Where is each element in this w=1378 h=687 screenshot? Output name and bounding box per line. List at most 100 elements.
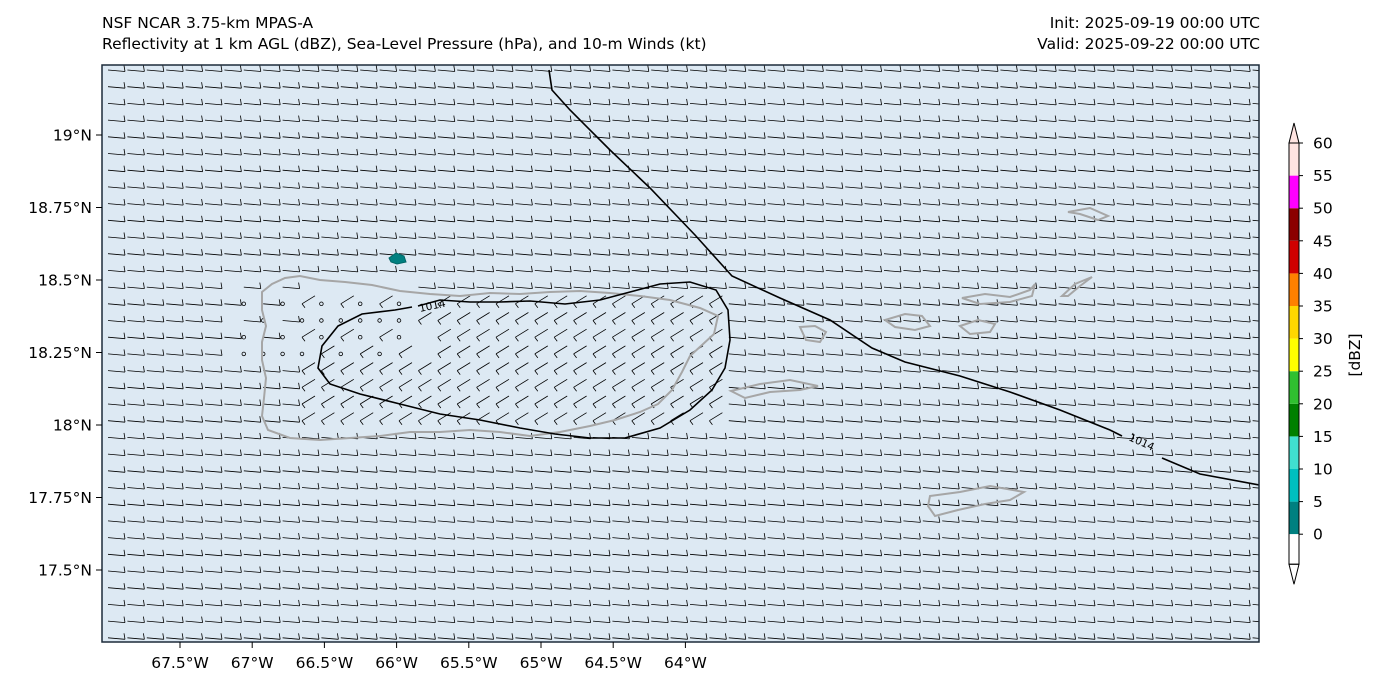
wind-barb — [922, 232, 941, 239]
wind-barb — [495, 65, 514, 72]
wind-barb — [864, 382, 882, 390]
wind-barb — [204, 382, 223, 390]
wind-barb — [379, 466, 397, 473]
wind-barb — [107, 366, 126, 373]
wind-barb — [1213, 499, 1232, 507]
wind-barb — [1155, 299, 1173, 306]
wind-barb — [806, 282, 824, 289]
wind-barb — [418, 599, 436, 607]
wind-barb — [398, 65, 417, 72]
wind-barb — [883, 616, 902, 623]
wind-barb — [263, 549, 281, 557]
wind-barb — [204, 366, 223, 373]
colorbar-extend-min — [1288, 563, 1300, 585]
wind-barb — [553, 412, 568, 425]
wind-barb — [243, 516, 262, 523]
wind-barb — [864, 566, 882, 573]
wind-barb — [786, 165, 805, 173]
wind-barb — [379, 533, 397, 540]
wind-barb — [1252, 303, 1259, 305]
wind-barb — [166, 499, 184, 507]
wind-barb — [185, 533, 203, 540]
wind-barb — [1233, 366, 1251, 373]
wind-barb — [864, 416, 882, 423]
coastline-tortola — [961, 283, 1036, 306]
wind-barb — [883, 432, 902, 440]
coastline-culebra — [798, 324, 828, 344]
wind-barb — [651, 616, 669, 623]
wind-barb — [1213, 432, 1232, 440]
wind-barb — [359, 345, 374, 359]
wind-barb — [709, 232, 727, 239]
wind-barb — [224, 516, 242, 523]
wind-barb — [651, 482, 669, 490]
wind-barb — [282, 382, 300, 390]
wind-barb — [515, 633, 533, 640]
wind-barb — [204, 416, 223, 423]
wind-barb — [146, 199, 165, 206]
wind-barb — [980, 332, 999, 340]
wind-barb — [864, 65, 882, 72]
wind-barb — [612, 312, 626, 325]
wind-barb — [1097, 315, 1115, 323]
wind-barb — [476, 616, 494, 623]
wind-barb — [398, 165, 417, 173]
wind-barb — [942, 249, 960, 256]
wind-barb — [437, 165, 456, 173]
wind-barb — [321, 449, 339, 456]
wind-barb — [379, 516, 397, 523]
wind-barb — [437, 148, 456, 156]
wind-barb — [360, 599, 378, 607]
wind-barb — [1174, 616, 1193, 623]
wind-barb — [864, 432, 882, 440]
wind-barb — [321, 616, 339, 623]
wind-barb — [224, 65, 242, 72]
wind-barb — [903, 299, 921, 306]
wind-barb — [864, 98, 882, 106]
wind-barb — [728, 366, 747, 373]
wind-barb — [553, 328, 568, 342]
wind-barb — [243, 148, 262, 156]
wind-barb — [1019, 599, 1038, 607]
wind-barb — [321, 265, 339, 273]
wind-barb — [1019, 249, 1038, 256]
wind-barb — [1039, 382, 1057, 390]
wind-barb — [107, 232, 126, 239]
wind-barb — [127, 265, 145, 273]
wind-barb — [1000, 499, 1018, 507]
wind-barb — [1233, 315, 1251, 323]
wind-barb — [942, 265, 960, 273]
wind-barb — [263, 516, 281, 523]
wind-barb — [825, 432, 844, 440]
wind-barb — [942, 432, 960, 440]
wind-barb — [651, 583, 669, 590]
wind-barb — [612, 516, 630, 523]
wind-barb — [515, 295, 529, 309]
colorbar-tick-label: 25 — [1313, 363, 1333, 381]
wind-barb — [612, 378, 626, 392]
wind-barb — [263, 115, 281, 122]
wind-barb — [806, 366, 824, 373]
wind-barb — [107, 549, 126, 557]
wind-barb — [146, 115, 165, 122]
wind-barb — [1097, 382, 1115, 390]
wind-barb — [612, 449, 630, 456]
wind-barb — [127, 482, 145, 490]
wind-barb — [1019, 332, 1038, 340]
wind-barb — [166, 466, 184, 473]
wind-barb — [825, 199, 844, 206]
wind-barb — [1194, 499, 1212, 507]
wind-barb — [1039, 566, 1057, 573]
wind-barb — [845, 65, 863, 72]
wind-barb — [1174, 533, 1193, 540]
wind-barb — [263, 199, 281, 206]
wind-barb — [166, 115, 184, 122]
isobar-label: 1014 — [418, 298, 447, 315]
wind-barb — [767, 332, 785, 340]
wind-barb — [282, 633, 300, 640]
wind-barb — [748, 165, 766, 173]
wind-barb — [534, 182, 553, 189]
wind-barb — [1058, 98, 1076, 106]
isobar-1014-open — [548, 69, 1259, 486]
wind-barb — [1213, 349, 1232, 356]
